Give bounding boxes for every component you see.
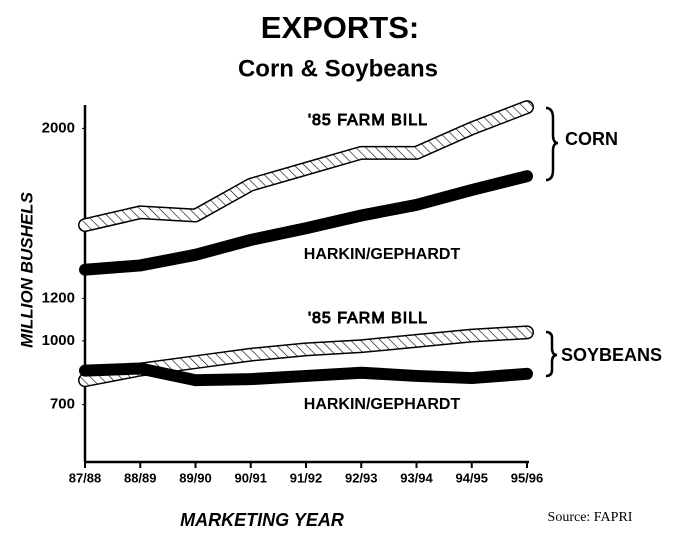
chart-subtitle: Corn & Soybeans — [238, 55, 438, 82]
series-line — [79, 362, 533, 387]
x-tick-label: 87/88 — [69, 470, 102, 485]
x-tick-label: 93/94 — [400, 470, 433, 485]
series-label: HARKIN/GEPHARDT — [304, 396, 461, 413]
brace — [545, 330, 558, 378]
series-line — [79, 101, 533, 231]
chart-title: EXPORTS: — [261, 10, 419, 45]
y-axis-label: MILLION BUSHELS — [17, 191, 36, 347]
y-tick-label: 1000 — [42, 332, 75, 349]
group-label: CORN — [565, 129, 618, 149]
series-label: HARKIN/GEPHARDT — [304, 246, 461, 263]
x-tick-label: 89/90 — [179, 470, 212, 485]
x-tick-label: 88/89 — [124, 470, 157, 485]
x-tick-label: 92/93 — [345, 470, 378, 485]
y-tick-label: 1200 — [42, 289, 75, 306]
series-line — [79, 170, 533, 276]
brace — [545, 106, 559, 182]
series-label: '85 FARM BILL — [308, 112, 428, 129]
y-tick-label: 700 — [50, 396, 75, 413]
x-tick-label: 95/96 — [511, 470, 544, 485]
x-tick-label: 91/92 — [290, 470, 323, 485]
source: Source: FAPRI — [548, 510, 633, 525]
y-tick-label: 2000 — [42, 119, 75, 136]
series-label: '85 FARM BILL — [308, 310, 428, 327]
group-label: SOYBEANS — [561, 345, 662, 365]
x-axis-label: MARKETING YEAR — [180, 510, 344, 530]
x-tick-label: 90/91 — [234, 470, 267, 485]
x-tick-label: 94/95 — [455, 470, 488, 485]
